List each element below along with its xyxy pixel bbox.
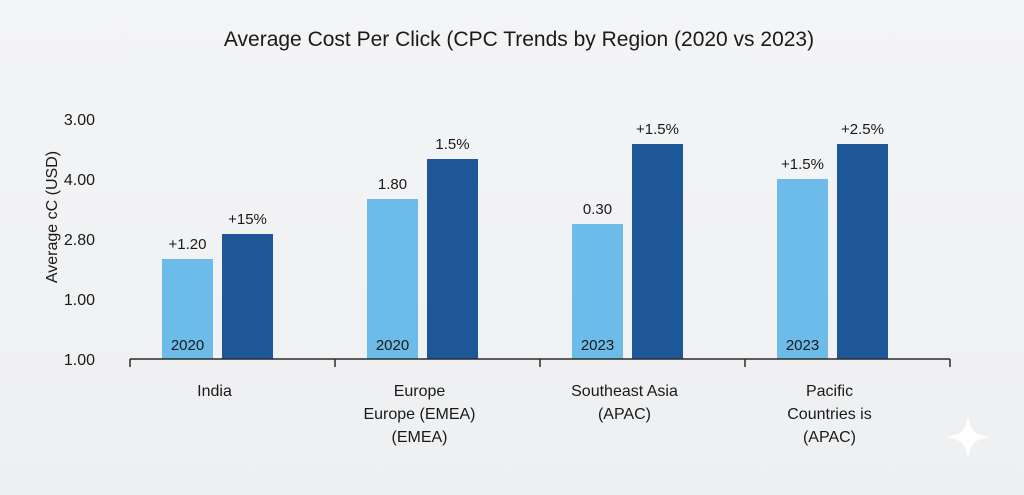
bar-2023-0	[222, 234, 273, 359]
x-axis	[129, 358, 951, 367]
x-category-label: Southeast Asia	[571, 383, 678, 400]
y-axis: 1.00 1.00 2.80 4.00 3.00	[64, 112, 95, 369]
x-category-label: India	[197, 383, 232, 400]
bar-2020-0	[162, 259, 213, 359]
data-label: +2.5%	[841, 121, 884, 138]
chart-title: Average Cost Per Click (CPC Trends by Re…	[224, 28, 814, 51]
x-category-label: Pacific	[806, 383, 853, 400]
bar-2023-1	[427, 159, 478, 359]
in-bar-label: 2023	[581, 337, 614, 354]
y-tick-label: 3.00	[64, 112, 95, 129]
x-category-label: (EMEA)	[392, 429, 448, 446]
y-axis-label: Average cC (USD)	[44, 151, 61, 283]
data-label: +1.5%	[781, 156, 824, 173]
x-category-label: Countries is	[787, 406, 871, 423]
sparkle-icon	[946, 415, 990, 459]
data-label: +1.20	[169, 236, 207, 253]
y-tick-label: 1.00	[64, 292, 95, 309]
data-label: 1.5%	[435, 136, 469, 153]
bar-2020-3	[777, 179, 828, 359]
in-bar-label: 2020	[376, 337, 409, 354]
y-tick-label: 4.00	[64, 172, 95, 189]
x-category-label: (APAC)	[598, 406, 651, 423]
category-labels: India Europe Europe (EMEA) (EMEA) Southeast …	[197, 383, 872, 446]
data-label: 0.30	[583, 201, 612, 218]
bar-2020-1	[367, 199, 418, 359]
in-bar-label: 2023	[786, 337, 819, 354]
bar-2023-2	[632, 144, 683, 359]
data-label: +1.5%	[636, 121, 679, 138]
x-category-label: Europe (EMEA)	[363, 406, 475, 423]
y-tick-label: 1.00	[64, 352, 95, 369]
x-category-label: (APAC)	[803, 429, 856, 446]
data-label: 1.80	[378, 176, 407, 193]
bar-2023-3	[837, 144, 888, 359]
data-label: +15%	[228, 211, 267, 228]
bar-2020-2	[572, 224, 623, 359]
x-category-label: Europe	[394, 383, 446, 400]
bars: +1.20 2020 +15% 1.80 2020 1.5% 0.30 2023 +1.5% +1…	[162, 121, 888, 359]
in-bar-label: 2020	[171, 337, 204, 354]
y-tick-label: 2.80	[64, 232, 95, 249]
